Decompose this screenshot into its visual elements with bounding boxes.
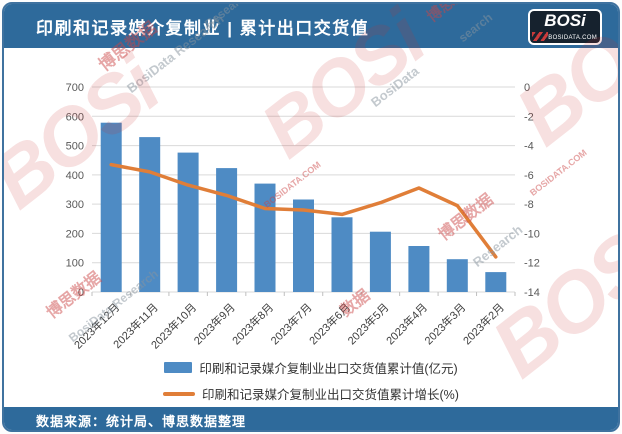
svg-text:-12: -12 [524,258,540,270]
page-title: 印刷和记录媒介复制业 | 累计出口交货值 [36,18,370,38]
svg-text:-4: -4 [524,141,534,153]
line-series-label: 印刷和记录媒介复制业出口交货值累计增长(%) [202,388,459,402]
data-source-text: 数据来源：统计局、博思数据整理 [36,414,247,429]
brand-logo-site: BOSIDATA.COM [548,35,597,41]
legend-item-bar-series: 印刷和记录媒介复制业出口交货值累计值(亿元) [164,358,458,377]
svg-text:-6: -6 [524,170,534,182]
svg-text:500: 500 [66,141,84,153]
svg-text:200: 200 [66,228,84,240]
svg-text:400: 400 [66,170,84,182]
brand-logo: BOSi BOSIDATA.COM [528,9,602,45]
chart-legend: 印刷和记录媒介复制业出口交货值累计值(亿元) 印刷和记录媒介复制业出口交货值累计… [4,358,618,403]
svg-text:-14: -14 [524,287,540,299]
bar-series-swatch-icon [164,362,193,373]
brand-logo-inner: BOSi BOSIDATA.COM [530,11,600,43]
svg-text:100: 100 [66,258,84,270]
legend-item-line-series: 印刷和记录媒介复制业出口交货值累计增长(%) [163,384,459,403]
chart-canvas: 0 100 200 300 400 500 600 700 0 -2 -4 -6 -8 -10 -12 -14… [66,82,540,352]
line-series-swatch-icon [163,391,196,396]
brand-logo-text: BOSi [544,11,586,30]
bar-series-label: 印刷和记录媒介复制业出口交货值累计值(亿元) [199,362,458,376]
svg-text:-8: -8 [524,199,534,211]
svg-text:-2: -2 [524,111,534,123]
svg-text:0: 0 [78,287,84,299]
svg-text:700: 700 [66,82,84,94]
brand-logo-stripes-icon [532,32,548,41]
svg-text:-10: -10 [524,228,540,240]
svg-text:300: 300 [66,199,84,211]
chart-area: 0 100 200 300 400 500 600 700 0 -2 -4 -6 -8 -10 -12 -14… [4,48,618,407]
svg-text:600: 600 [66,111,84,123]
title-bar: 印刷和记录媒介复制业 | 累计出口交货值 BOSi BOSIDATA.COM [4,4,618,48]
svg-text:0: 0 [524,82,530,94]
svg-text:2023年2月: 2023年2月 [460,300,507,347]
source-bar: 数据来源：统计局、博思数据整理 [4,407,618,430]
